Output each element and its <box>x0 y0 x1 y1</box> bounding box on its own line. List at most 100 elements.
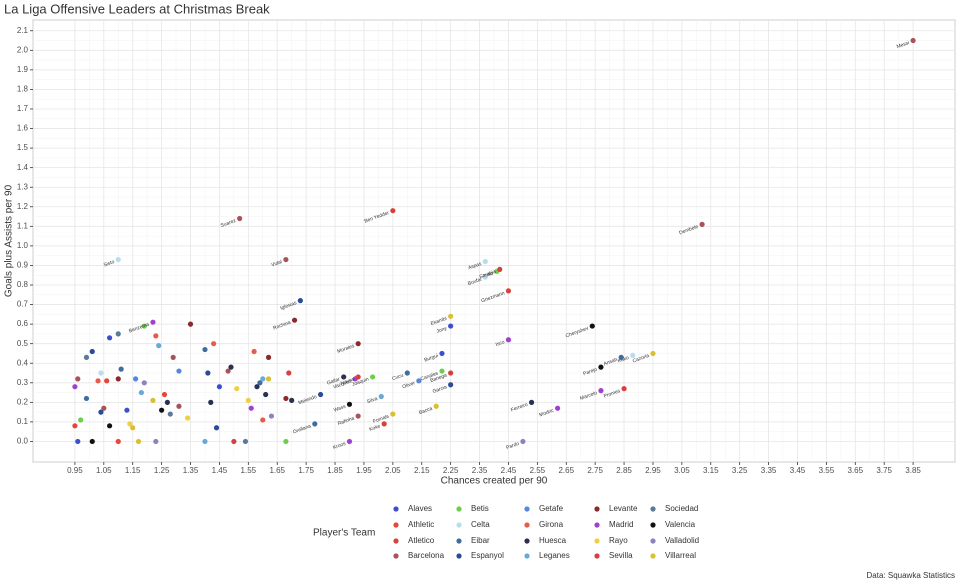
point <box>150 397 156 403</box>
point <box>106 423 113 429</box>
point-label: Rafinha <box>337 415 355 427</box>
y-tick-label: 1.1 <box>17 221 29 230</box>
legend-label: Sociedad <box>665 504 698 513</box>
point-label: Tello <box>482 271 494 280</box>
x-tick-label: 2.85 <box>616 466 632 475</box>
point-label: Joaquin <box>351 376 370 388</box>
point <box>115 438 121 445</box>
point <box>231 438 237 445</box>
y-tick-label: 0.1 <box>17 417 29 426</box>
y-tick-label: 2.1 <box>17 26 29 35</box>
point <box>170 354 176 360</box>
legend-swatch <box>594 553 600 559</box>
point-label: Cazorla <box>632 353 650 365</box>
point <box>72 384 78 390</box>
point <box>390 208 396 214</box>
point <box>156 343 162 349</box>
legend-label: Athletic <box>408 520 434 529</box>
legend-label: Leganes <box>539 551 570 560</box>
point <box>159 407 165 413</box>
legend-label: Sevilla <box>609 551 633 560</box>
point-label: Jony <box>436 325 448 334</box>
point-label: Marcelo <box>579 390 598 402</box>
y-tick-label: 1.5 <box>17 143 29 152</box>
legend-swatch <box>650 522 656 528</box>
point-label: Pardo <box>505 441 520 451</box>
point <box>505 337 512 343</box>
point <box>124 407 130 413</box>
point <box>621 386 627 392</box>
x-tick-label: 2.15 <box>414 466 430 475</box>
point <box>910 37 916 44</box>
legend-label: Girona <box>539 520 564 529</box>
point-label: Iglesias <box>280 300 298 312</box>
legend-label: Madrid <box>609 520 633 529</box>
point-label: Oliver <box>402 380 417 390</box>
point-label: Ansah <box>603 357 619 368</box>
point <box>95 378 101 384</box>
point <box>283 395 289 402</box>
legend-label: Atletico <box>408 536 435 545</box>
point-label: Ferreiro <box>510 402 529 414</box>
y-axis-title: Goals plus Assists per 90 <box>4 184 15 297</box>
point <box>205 370 211 376</box>
point <box>89 348 95 355</box>
legend-swatch <box>594 522 600 528</box>
point <box>416 378 422 384</box>
legend-swatch <box>393 553 399 559</box>
y-tick-label: 1.4 <box>17 163 29 172</box>
point <box>482 274 488 280</box>
point <box>355 374 361 380</box>
legend-swatch <box>456 506 462 512</box>
legend-swatch <box>456 538 462 544</box>
legend-label: Villarreal <box>665 551 696 560</box>
legend-label: Eibar <box>471 536 490 545</box>
caption: Data: Squawka Statistics <box>867 571 955 580</box>
point <box>598 388 604 394</box>
point-label: Vidal <box>271 259 283 268</box>
point-label: Bacca <box>418 406 433 416</box>
point <box>439 368 445 374</box>
point <box>211 341 217 347</box>
point-label: Gallar <box>326 376 341 386</box>
point <box>216 384 223 390</box>
point-label: Cucu <box>391 372 404 382</box>
y-tick-label: 0.0 <box>17 437 29 446</box>
legend-label: Huesca <box>539 536 567 545</box>
point <box>254 384 260 390</box>
point <box>263 391 269 398</box>
legend-label: Alaves <box>408 504 432 513</box>
point-label: Kroos <box>332 441 347 451</box>
x-tick-label: 1.85 <box>327 466 343 475</box>
point-label: Burgui <box>423 353 439 364</box>
y-tick-label: 0.6 <box>17 319 29 328</box>
x-tick-label: 1.45 <box>212 466 228 475</box>
legend-swatch <box>524 522 530 528</box>
point <box>381 421 387 427</box>
chart-title: La Liga Offensive Leaders at Christmas B… <box>4 1 270 16</box>
point-label: Promes <box>603 388 622 400</box>
point <box>78 417 84 423</box>
x-tick-label: 3.05 <box>674 466 690 475</box>
point-label: Banega <box>430 372 448 384</box>
point-label: Koke <box>369 423 382 433</box>
legend-swatch <box>650 538 656 544</box>
x-tick-label: 0.95 <box>67 466 83 475</box>
x-tick-label: 3.65 <box>847 466 863 475</box>
y-tick-label: 1.9 <box>17 65 29 74</box>
x-tick-label: 3.25 <box>732 466 748 475</box>
y-tick-label: 0.4 <box>17 358 29 367</box>
point <box>176 368 182 374</box>
legend-swatch <box>524 553 530 559</box>
point <box>528 399 535 405</box>
x-tick-label: 3.45 <box>790 466 806 475</box>
x-tick-label: 3.75 <box>876 466 892 475</box>
point-label: Wass <box>333 404 347 414</box>
point <box>202 346 208 353</box>
point <box>101 405 107 411</box>
point-label: Garcia <box>432 384 448 395</box>
point <box>245 397 251 403</box>
point <box>257 380 263 386</box>
x-tick-label: 3.35 <box>761 466 777 475</box>
point <box>355 341 361 347</box>
